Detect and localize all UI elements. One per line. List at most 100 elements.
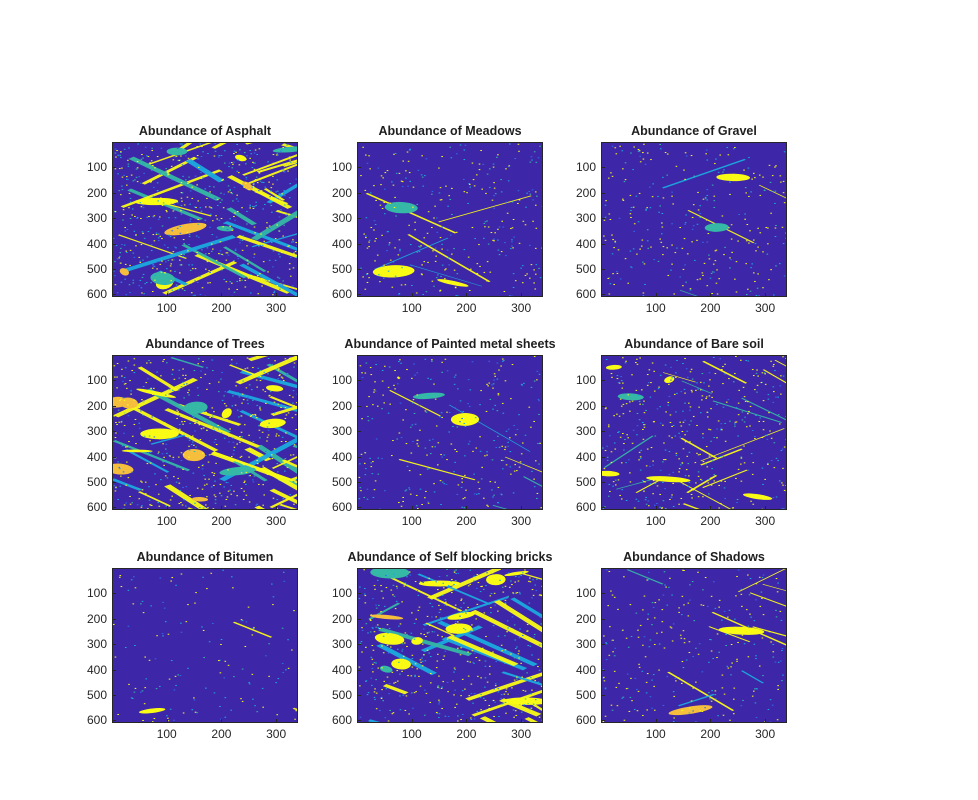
y-tick-mark	[113, 507, 116, 508]
y-tick-label: 300	[86, 637, 107, 652]
x-tick-mark	[466, 293, 467, 296]
y-tick-label: 400	[331, 449, 352, 464]
x-tick-mark	[765, 293, 766, 296]
x-tick-mark	[710, 719, 711, 722]
y-tick-mark	[113, 244, 116, 245]
y-tick-label: 100	[575, 160, 596, 175]
x-tick-mark	[765, 506, 766, 509]
y-tick-label: 500	[86, 688, 107, 703]
y-tick-mark	[602, 720, 605, 721]
y-tick-label: 400	[86, 662, 107, 677]
y-tick-label: 600	[575, 713, 596, 728]
y-tick-mark	[113, 380, 116, 381]
y-tick-mark	[358, 193, 361, 194]
x-tick-mark	[466, 506, 467, 509]
y-tick-label: 100	[86, 586, 107, 601]
y-tick-label: 500	[575, 262, 596, 277]
x-tick-mark	[466, 719, 467, 722]
y-tick-label: 600	[86, 713, 107, 728]
y-tick-mark	[113, 218, 116, 219]
subplot-title: Abundance of Shadows	[623, 550, 765, 564]
x-tick-label: 200	[700, 301, 721, 315]
y-tick-label: 600	[575, 500, 596, 515]
y-tick-label: 500	[331, 475, 352, 490]
y-tick-label: 300	[575, 211, 596, 226]
y-tick-mark	[358, 431, 361, 432]
subplot-title: Abundance of Bare soil	[624, 337, 764, 351]
x-tick-label: 100	[645, 301, 666, 315]
x-tick-label: 300	[511, 514, 532, 528]
y-tick-label: 400	[86, 236, 107, 251]
abundance-map-image	[112, 355, 298, 510]
y-tick-mark	[602, 294, 605, 295]
y-tick-mark	[358, 406, 361, 407]
x-tick-mark	[276, 506, 277, 509]
y-tick-mark	[113, 670, 116, 671]
y-tick-mark	[602, 507, 605, 508]
x-tick-label: 100	[401, 727, 422, 741]
subplot-title: Abundance of Self blocking bricks	[347, 550, 553, 564]
y-tick-mark	[602, 695, 605, 696]
x-tick-mark	[412, 506, 413, 509]
y-tick-mark	[113, 482, 116, 483]
y-tick-mark	[358, 670, 361, 671]
y-tick-label: 500	[575, 688, 596, 703]
y-tick-label: 100	[575, 586, 596, 601]
x-tick-mark	[656, 293, 657, 296]
x-tick-mark	[710, 506, 711, 509]
abundance-map-image	[601, 142, 787, 297]
y-tick-label: 100	[575, 373, 596, 388]
x-tick-label: 200	[211, 514, 232, 528]
x-tick-mark	[167, 293, 168, 296]
x-tick-label: 100	[645, 727, 666, 741]
y-tick-label: 500	[86, 262, 107, 277]
abundance-map-image	[112, 142, 298, 297]
y-tick-label: 200	[575, 611, 596, 626]
y-tick-mark	[602, 244, 605, 245]
x-tick-label: 200	[700, 514, 721, 528]
y-tick-mark	[602, 670, 605, 671]
abundance-map-image	[357, 355, 543, 510]
x-tick-label: 300	[266, 727, 287, 741]
x-tick-label: 200	[211, 727, 232, 741]
x-tick-label: 100	[401, 514, 422, 528]
y-tick-mark	[358, 507, 361, 508]
x-tick-mark	[221, 293, 222, 296]
x-tick-label: 100	[645, 514, 666, 528]
x-tick-mark	[765, 719, 766, 722]
y-tick-label: 500	[86, 475, 107, 490]
x-tick-mark	[412, 293, 413, 296]
y-tick-mark	[113, 720, 116, 721]
y-tick-mark	[602, 593, 605, 594]
subplot-title: Abundance of Painted metal sheets	[344, 337, 556, 351]
x-tick-label: 100	[156, 727, 177, 741]
x-tick-mark	[710, 293, 711, 296]
y-tick-mark	[602, 457, 605, 458]
y-tick-mark	[358, 482, 361, 483]
y-tick-label: 300	[86, 424, 107, 439]
y-tick-label: 300	[575, 637, 596, 652]
abundance-map-image	[357, 142, 543, 297]
y-tick-mark	[113, 406, 116, 407]
x-tick-label: 200	[456, 301, 477, 315]
y-tick-label: 200	[575, 398, 596, 413]
subplot-title: Abundance of Bitumen	[136, 550, 274, 564]
y-tick-label: 500	[331, 262, 352, 277]
subplot-title: Abundance of Meadows	[378, 124, 522, 138]
x-tick-mark	[521, 293, 522, 296]
y-tick-mark	[358, 294, 361, 295]
x-tick-label: 200	[211, 301, 232, 315]
y-tick-label: 500	[331, 688, 352, 703]
x-tick-label: 300	[266, 301, 287, 315]
x-tick-mark	[656, 506, 657, 509]
y-tick-mark	[113, 167, 116, 168]
x-tick-mark	[221, 719, 222, 722]
x-tick-mark	[167, 506, 168, 509]
y-tick-label: 300	[331, 637, 352, 652]
y-tick-label: 600	[86, 287, 107, 302]
y-tick-label: 400	[575, 662, 596, 677]
x-tick-label: 300	[755, 727, 776, 741]
y-tick-label: 100	[331, 586, 352, 601]
y-tick-mark	[602, 380, 605, 381]
x-tick-mark	[521, 719, 522, 722]
